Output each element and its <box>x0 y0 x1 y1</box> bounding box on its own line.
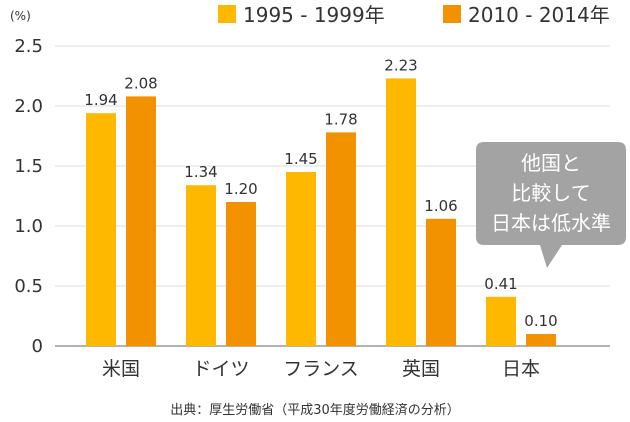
data-label: 1.06 <box>424 197 457 215</box>
data-label: 0.41 <box>484 275 517 293</box>
data-label: 2.08 <box>124 74 157 92</box>
x-category-label: フランス <box>283 358 359 380</box>
x-category-label: ドイツ <box>192 358 249 380</box>
y-tick-label: 2.0 <box>14 96 43 117</box>
legend-label-2010-2014: 2010 - 2014年 <box>468 3 610 27</box>
y-tick-label: 1.5 <box>14 156 43 177</box>
bar-series2 <box>226 202 256 346</box>
y-tick-label: 0 <box>32 336 43 357</box>
legend: 1995 - 1999年 2010 - 2014年 <box>218 3 610 27</box>
y-tick-label: 0.5 <box>14 276 43 297</box>
bar-series1 <box>86 113 116 346</box>
bar-series2 <box>126 96 156 347</box>
x-category-label: 日本 <box>502 358 540 380</box>
data-label: 1.94 <box>84 91 117 109</box>
bar-series1 <box>286 172 316 346</box>
callout-line-2: 比較して <box>511 181 590 205</box>
callout-bubble: 他国と 比較して 日本は低水準 <box>476 142 626 268</box>
x-category-label: 米国 <box>102 358 140 380</box>
legend-swatch-1995-1999 <box>218 5 236 23</box>
data-labels: 1.94 2.08 1.34 1.20 1.45 1.78 2.23 1.06 0.41 0.10 <box>84 56 557 330</box>
data-label: 1.34 <box>184 163 217 181</box>
data-label: 2.23 <box>384 56 417 74</box>
legend-label-1995-1999: 1995 - 1999年 <box>243 3 385 27</box>
legend-swatch-2010-2014 <box>443 5 461 23</box>
bar-series1 <box>486 296 516 346</box>
data-label: 1.45 <box>284 150 317 168</box>
bar-series2 <box>326 132 356 346</box>
data-label: 1.78 <box>324 110 357 128</box>
y-tick-label: 1.0 <box>14 216 43 237</box>
callout-shape <box>476 142 626 268</box>
x-category-label: 英国 <box>402 358 440 380</box>
bar-series2 <box>426 218 456 346</box>
data-label: 0.10 <box>524 312 557 330</box>
data-label: 1.20 <box>224 180 257 198</box>
bar-series2 <box>526 334 556 346</box>
y-tick-label: 2.5 <box>14 36 43 57</box>
y-axis-unit-label: (%) <box>10 9 31 23</box>
bars <box>86 78 556 347</box>
x-axis-category-labels: 米国 ドイツ フランス 英国 日本 <box>102 358 540 380</box>
bar-series1 <box>386 78 416 347</box>
callout-line-3: 日本は低水準 <box>491 211 611 235</box>
callout-line-1: 他国と <box>521 151 581 175</box>
y-axis-ticks: 0 0.5 1.0 1.5 2.0 2.5 <box>14 36 43 357</box>
source-note: 出典：厚生労働省（平成30年度労働経済の分析） <box>170 402 460 418</box>
bar-series1 <box>186 185 216 346</box>
